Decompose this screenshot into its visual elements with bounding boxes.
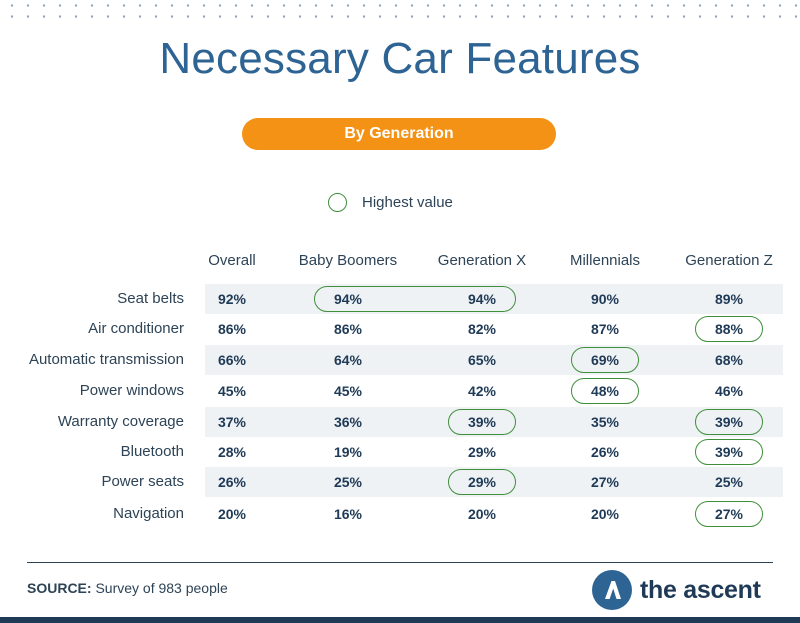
column-header: Millennials — [569, 252, 641, 269]
brand-name: the ascent — [640, 575, 761, 604]
table-cell: 86% — [217, 321, 247, 337]
table-cell: 25% — [333, 474, 363, 490]
table-cell: 37% — [217, 414, 247, 430]
footer-divider — [27, 562, 773, 563]
column-header: Overall — [208, 252, 256, 269]
table-cell: 90% — [590, 291, 620, 307]
row-label: Seat belts — [117, 290, 184, 307]
table-cell: 29% — [467, 474, 497, 490]
table-cell: 89% — [714, 291, 744, 307]
highlight-outline — [695, 439, 763, 465]
row-label: Automatic transmission — [28, 351, 184, 368]
table-cell: 68% — [714, 352, 744, 368]
highlight-outline — [571, 347, 639, 373]
table-cell: 35% — [590, 414, 620, 430]
legend-label: Highest value — [362, 193, 453, 211]
table-cell: 45% — [217, 383, 247, 399]
row-stripe — [205, 407, 783, 437]
row-label: Power seats — [101, 473, 184, 490]
table-cell: 66% — [217, 352, 247, 368]
table-cell: 16% — [333, 506, 363, 522]
highlight-outline — [695, 316, 763, 342]
table-cell: 94% — [467, 291, 497, 307]
row-label: Navigation — [113, 505, 184, 522]
table-cell: 27% — [590, 474, 620, 490]
table-cell: 39% — [714, 414, 744, 430]
table-cell: 20% — [217, 506, 247, 522]
row-label: Air conditioner — [88, 320, 184, 337]
table-cell: 87% — [590, 321, 620, 337]
table-cell: 69% — [590, 352, 620, 368]
table-cell: 36% — [333, 414, 363, 430]
table-cell: 65% — [467, 352, 497, 368]
source-note: SOURCE: Survey of 983 people — [27, 580, 228, 596]
highlight-outline — [695, 501, 763, 527]
highlight-outline — [695, 409, 763, 435]
table-cell: 82% — [467, 321, 497, 337]
table-cell: 29% — [467, 444, 497, 460]
table-cell: 92% — [217, 291, 247, 307]
row-label: Power windows — [79, 382, 184, 399]
table-cell: 48% — [590, 383, 620, 399]
column-header: Generation Z — [685, 252, 773, 269]
brand-logo: the ascent — [592, 570, 761, 610]
column-header: Generation X — [437, 252, 527, 269]
table-cell: 26% — [590, 444, 620, 460]
table-cell: 26% — [217, 474, 247, 490]
highlight-outline — [314, 286, 516, 312]
row-stripe — [205, 467, 783, 497]
table-cell: 19% — [333, 444, 363, 460]
highlight-outline — [571, 378, 639, 404]
legend: Highest value — [328, 190, 453, 214]
table-cell: 39% — [714, 444, 744, 460]
table-cell: 45% — [333, 383, 363, 399]
row-stripe — [205, 345, 783, 375]
source-text: Survey of 983 people — [91, 580, 228, 596]
table-cell: 20% — [590, 506, 620, 522]
row-label: Warranty coverage — [57, 413, 184, 430]
dotted-border — [0, 0, 800, 22]
table-cell: 25% — [714, 474, 744, 490]
table-cell: 39% — [467, 414, 497, 430]
highlight-outline — [448, 469, 516, 495]
row-label: Bluetooth — [120, 443, 184, 460]
source-prefix: SOURCE: — [27, 580, 92, 596]
table-cell: 86% — [333, 321, 363, 337]
chart-title: Necessary Car Features — [159, 34, 641, 83]
column-header: Baby Boomers — [298, 252, 398, 269]
table-cell: 94% — [333, 291, 363, 307]
highlight-circle-icon — [328, 192, 347, 212]
table-cell: 42% — [467, 383, 497, 399]
table-cell: 46% — [714, 383, 744, 399]
row-stripe — [205, 284, 783, 314]
table-cell: 20% — [467, 506, 497, 522]
ascent-logo-icon — [592, 570, 632, 610]
table-cell: 64% — [333, 352, 363, 368]
bottom-bar — [0, 617, 800, 623]
table-cell: 88% — [714, 321, 744, 337]
table-cell: 28% — [217, 444, 247, 460]
highlight-outline — [448, 409, 516, 435]
table-cell: 27% — [714, 506, 744, 522]
subtitle-pill: By Generation — [242, 118, 556, 150]
